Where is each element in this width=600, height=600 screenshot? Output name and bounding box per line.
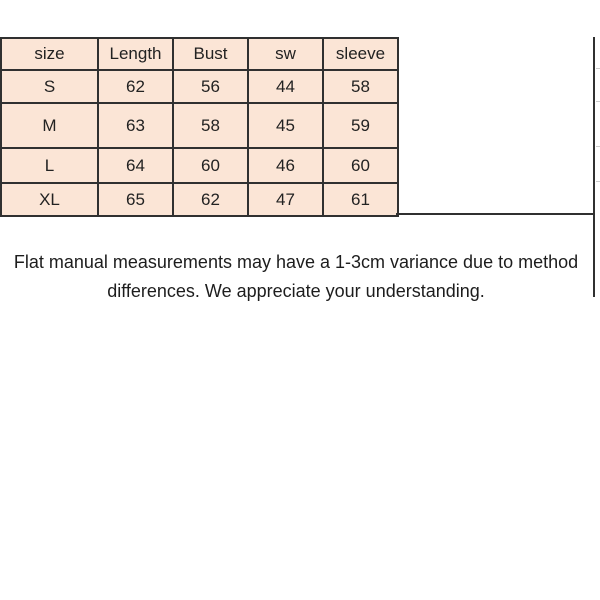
cell-sleeve: 59 (322, 102, 399, 149)
cell-sleeve: 60 (322, 147, 399, 184)
header-sleeve: sleeve (322, 37, 399, 71)
table-header-row: size Length Bust sw sleeve (0, 37, 399, 71)
cell-bust: 60 (172, 147, 249, 184)
cell-bust: 62 (172, 182, 249, 217)
faint-row-line (596, 146, 600, 147)
header-bust: Bust (172, 37, 249, 71)
cell-bust: 58 (172, 102, 249, 149)
cell-sleeve: 61 (322, 182, 399, 217)
header-sw: sw (247, 37, 324, 71)
faint-row-line (596, 181, 600, 182)
table-row-xl: XL 65 62 47 61 (0, 182, 399, 217)
cell-length: 62 (97, 69, 174, 104)
header-size: size (0, 37, 99, 71)
cell-size: M (0, 102, 99, 149)
cell-size: L (0, 147, 99, 184)
cell-sw: 46 (247, 147, 324, 184)
cell-sw: 44 (247, 69, 324, 104)
cell-length: 65 (97, 182, 174, 217)
cell-sleeve: 58 (322, 69, 399, 104)
faint-row-line (596, 101, 600, 102)
table-bottom-line-extension (396, 213, 595, 215)
cell-sw: 45 (247, 102, 324, 149)
cell-size: XL (0, 182, 99, 217)
note-line-1: Flat manual measurements may have a 1-3c… (13, 252, 579, 272)
cell-bust: 56 (172, 69, 249, 104)
cell-size: S (0, 69, 99, 104)
faint-row-line (596, 68, 600, 69)
right-grid-line (593, 37, 595, 297)
cell-sw: 47 (247, 182, 324, 217)
note-line-2: differences. We appreciate your understa… (107, 281, 485, 301)
table-row-m: M 63 58 45 59 (0, 102, 399, 149)
measurement-note: Flat manual measurements may have a 1-3c… (0, 248, 592, 306)
cell-length: 64 (97, 147, 174, 184)
table-row-l: L 64 60 46 60 (0, 147, 399, 184)
size-chart-table: size Length Bust sw sleeve S 62 56 44 58… (0, 37, 399, 217)
cell-length: 63 (97, 102, 174, 149)
header-length: Length (97, 37, 174, 71)
table-row-s: S 62 56 44 58 (0, 69, 399, 104)
